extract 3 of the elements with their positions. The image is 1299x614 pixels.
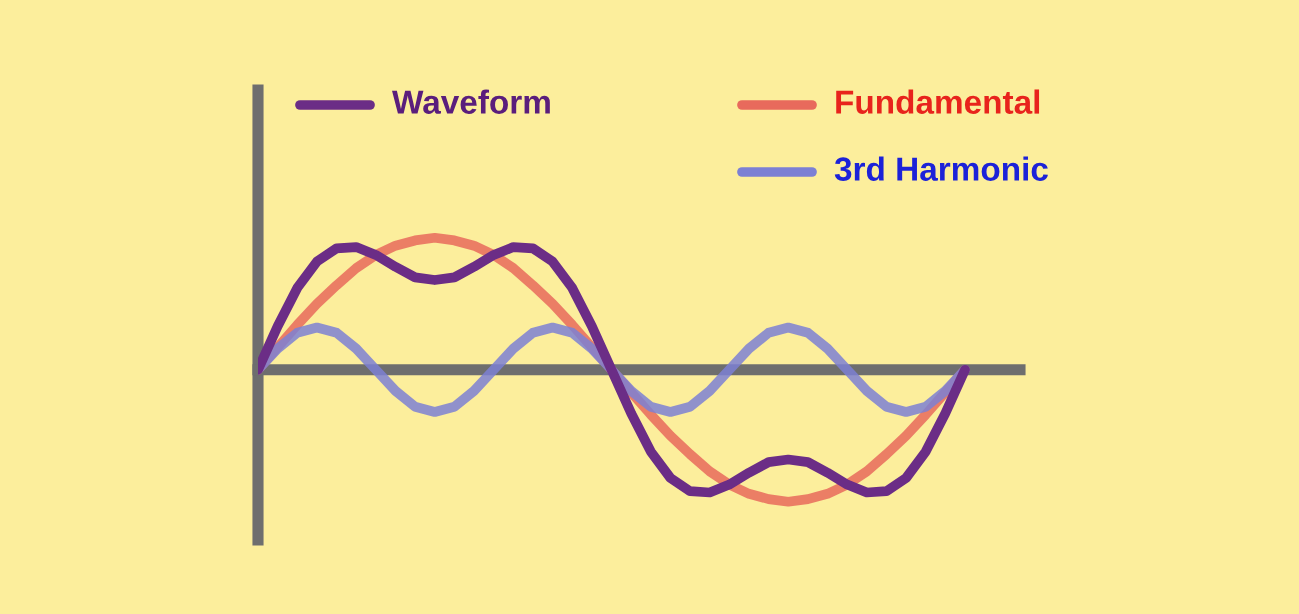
legend-label: 3rd Harmonic bbox=[834, 156, 1048, 181]
legend-label: Fundamental bbox=[836, 89, 1040, 114]
legend-label: Waveform bbox=[392, 89, 550, 114]
